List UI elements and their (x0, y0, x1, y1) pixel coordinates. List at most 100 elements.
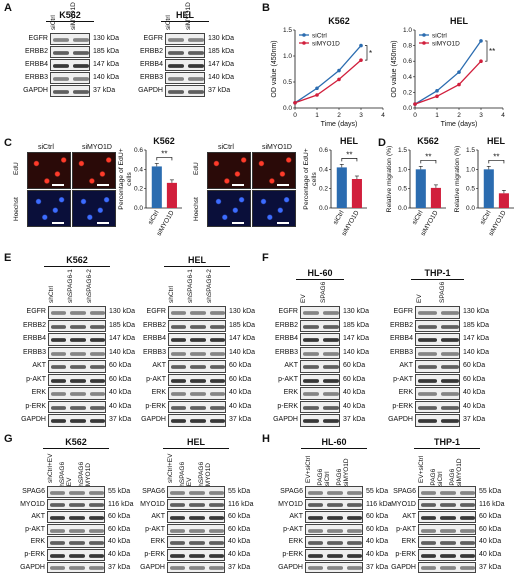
protein-label: ERBB2 (390, 321, 413, 329)
protein-label: AKT (284, 362, 298, 369)
blot-title-rule (414, 448, 480, 449)
y-tick-label: 0.5 (283, 79, 292, 86)
y-tick-label: 0.4 (319, 166, 328, 173)
bar-sictrl (415, 169, 426, 208)
band (421, 553, 437, 558)
blot-strip (305, 536, 363, 548)
blot-strip (305, 523, 363, 536)
band (69, 541, 85, 546)
blot-strip (418, 498, 476, 511)
band (346, 515, 362, 520)
protein-label: ERBB4 (390, 335, 413, 342)
band (303, 392, 319, 397)
protein-label: SPAG6 (22, 488, 45, 495)
band (418, 324, 437, 329)
band (190, 338, 206, 343)
kda-label: 147 kDa (208, 61, 235, 68)
y-axis-label: Percentage of EdU+ (303, 148, 310, 209)
blot-title: HEL (176, 10, 194, 20)
x-tick-label: 0 (413, 112, 417, 119)
kda-label: 60 kDa (343, 362, 366, 369)
band (170, 541, 186, 546)
band (303, 378, 319, 383)
band (89, 324, 105, 329)
band (323, 405, 339, 410)
protein-label: EGFR (143, 35, 163, 42)
data-point (457, 82, 461, 87)
kda-label: 40 kDa (229, 402, 252, 410)
band (303, 405, 319, 410)
blot-strip (300, 306, 340, 319)
band (303, 338, 319, 343)
protein-label: ERK (401, 538, 416, 546)
blot-strip (168, 346, 226, 359)
blot-strip (300, 346, 340, 359)
panel-label-d: D (378, 137, 386, 149)
blot-strip (418, 549, 476, 561)
protein-label: ERBB4 (275, 335, 298, 342)
significance-bracket (488, 159, 505, 164)
protein-label: ERBB4 (143, 335, 166, 342)
protein-label: ERBB3 (25, 74, 48, 81)
band (88, 553, 104, 558)
protein-label: GAPDH (20, 563, 45, 571)
blot-strip (305, 511, 363, 523)
band (88, 503, 104, 508)
kda-label: 147 kDa (229, 335, 256, 342)
band (190, 324, 206, 329)
data-point (315, 86, 319, 91)
protein-label: SPAG6 (393, 488, 416, 495)
band (168, 77, 184, 81)
protein-label: p-ERK (277, 402, 298, 410)
blot-title-rule (164, 266, 230, 267)
edu-image-simyo1d (72, 152, 116, 189)
kda-label: 116 kDa (479, 500, 505, 508)
band (168, 51, 184, 55)
blot-strip (48, 360, 106, 373)
blot-strip (300, 373, 340, 386)
legend-marker (422, 33, 426, 37)
kda-label: 140 kDa (343, 348, 370, 356)
kda-label: 55 kDa (108, 488, 131, 495)
band (327, 553, 343, 558)
band (421, 566, 437, 571)
blot-strip (305, 486, 363, 498)
y-tick-label: 0.0 (283, 105, 292, 112)
band (421, 528, 437, 533)
panel-label-f: F (262, 252, 269, 264)
panel-label-g: G (4, 433, 13, 445)
band (459, 541, 475, 546)
protein-label: ERBB3 (143, 348, 166, 356)
kda-label: 60 kDa (228, 525, 251, 533)
band (209, 405, 225, 410)
blot-strip (168, 319, 226, 332)
blot-title: HEL (188, 255, 206, 265)
data-point (435, 94, 439, 99)
band (69, 553, 85, 558)
x-tick-label: 2 (457, 112, 461, 119)
protein-label: p-AKT (396, 525, 416, 533)
chart-title: HEL (487, 136, 506, 146)
band (171, 311, 187, 316)
band (323, 392, 339, 397)
band (190, 405, 206, 410)
band (440, 392, 459, 397)
band (440, 515, 456, 520)
blot-strip (415, 373, 460, 386)
band (327, 566, 343, 571)
band (168, 90, 184, 94)
protein-label: SPAG6 (142, 488, 165, 495)
blot-strip (415, 387, 460, 400)
legend-marker (422, 41, 426, 45)
bar-sictrl (336, 167, 347, 208)
blot-title: THP-1 (424, 268, 451, 278)
significance-bracket (341, 158, 358, 162)
blot-title: K562 (59, 10, 81, 20)
band (308, 553, 324, 558)
band (53, 51, 69, 55)
band (323, 311, 339, 316)
band (171, 392, 187, 397)
band (188, 51, 204, 55)
kda-label: 130 kDa (229, 308, 256, 315)
blot-strip (168, 360, 226, 373)
